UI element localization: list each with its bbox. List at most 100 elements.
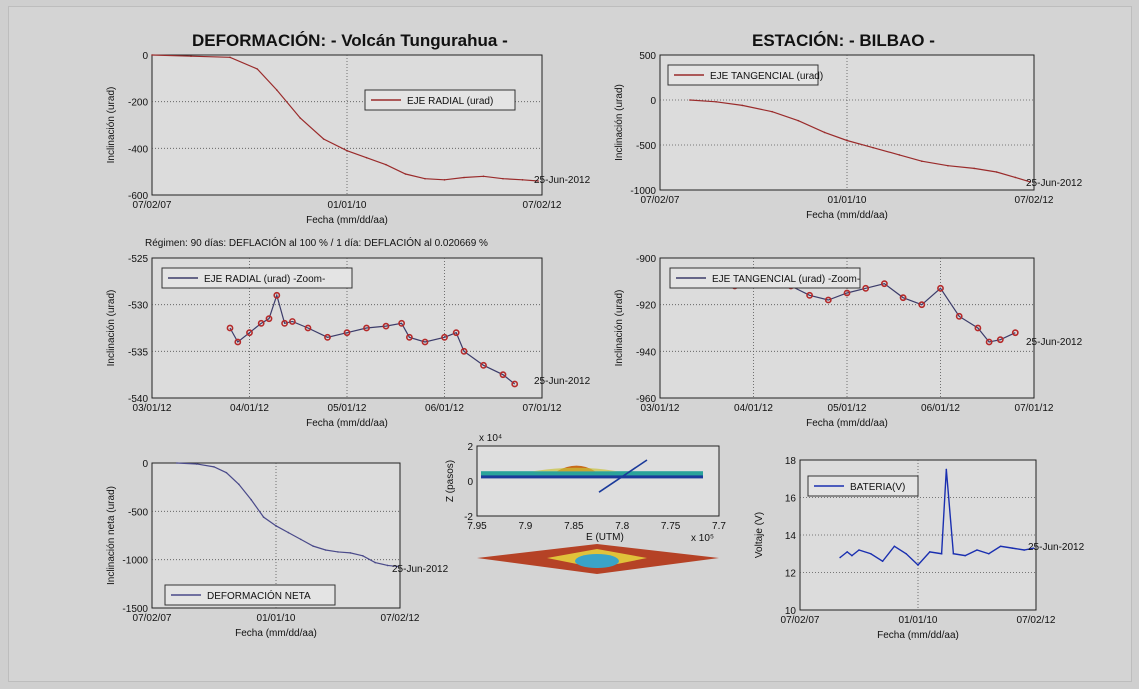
surface-band [481, 475, 703, 479]
series-line [151, 54, 539, 182]
y-tick-label: 10 [785, 606, 797, 617]
data-point [312, 545, 315, 547]
data-point [918, 301, 926, 309]
x-tick-label: 7.95 [467, 521, 487, 532]
legend-box [164, 584, 336, 606]
x-tick-label: 06/01/12 [921, 403, 960, 414]
data-point [287, 531, 290, 534]
y-tick-label: -1500 [122, 604, 148, 615]
end-date-label: 25-Jun-2012 [1026, 337, 1083, 348]
y-tick-label: 0 [142, 51, 148, 62]
data-point [322, 138, 325, 140]
data-point [843, 289, 851, 297]
y-axis-label: Inclinación (urad) [614, 290, 625, 367]
data-point [985, 338, 993, 346]
legend-label: EJE RADIAL (urad) [407, 96, 493, 107]
y-tick-label: -1000 [122, 556, 148, 567]
data-point [281, 319, 288, 327]
data-point [424, 177, 426, 180]
profile-line [598, 459, 648, 493]
x-tick-label: 7.8 [615, 521, 629, 532]
data-point [973, 167, 975, 170]
x-tick-label: 07/02/12 [523, 200, 562, 211]
data-point [921, 160, 923, 162]
data-point [404, 173, 407, 175]
y-tick-label: -1000 [630, 186, 656, 197]
data-point [229, 56, 231, 59]
x-tick-label: 01/01/10 [328, 200, 367, 211]
data-point [881, 280, 888, 288]
end-date-label: 25-Jun-2012 [534, 376, 591, 387]
x-axis-label: Fecha (mm/dd/aa) [877, 630, 959, 641]
y-tick-label: 0 [650, 96, 656, 107]
y-axis-label: Inclinación (urad) [106, 87, 117, 164]
end-date-label: 25-Jun-2012 [1028, 542, 1085, 553]
data-point [443, 179, 446, 181]
y-tick-label: -500 [128, 507, 148, 518]
x-axis-label: Fecha (mm/dd/aa) [235, 628, 317, 639]
data-point [460, 347, 468, 355]
title-left: DEFORMACIÓN: - Volcán Tungurahua - [192, 31, 508, 50]
data-point [300, 538, 302, 541]
x-tick-label: 07/02/07 [641, 195, 680, 206]
legend-label: DEFORMACIÓN NETA [207, 589, 311, 602]
data-point [441, 333, 448, 341]
x-tick-label: 7.75 [661, 521, 681, 532]
data-point [226, 324, 234, 332]
x-axis-label: Fecha (mm/dd/aa) [306, 215, 388, 226]
data-point [741, 104, 744, 107]
data-point [257, 319, 265, 327]
x-tick-label: 05/01/12 [328, 403, 367, 414]
y-tick-label: -960 [636, 394, 656, 405]
data-point [929, 551, 931, 553]
data-point [898, 154, 901, 156]
data-point [893, 545, 896, 548]
x-tick-label: 04/01/12 [230, 403, 269, 414]
data-point [870, 552, 872, 555]
data-point [988, 552, 990, 555]
y-axis-label: Inclinación neta (urad) [106, 486, 117, 585]
x-tick-label: 03/01/12 [133, 403, 172, 414]
data-point [234, 338, 242, 346]
y-tick-label: -200 [128, 98, 148, 109]
title-right: ESTACIÓN: - BILBAO - [752, 31, 935, 50]
x-tick-label: 07/02/07 [781, 615, 820, 626]
series-line [839, 469, 1034, 567]
data-point [398, 319, 405, 327]
x-axis-label: Fecha (mm/dd/aa) [806, 418, 888, 429]
data-point [1011, 329, 1019, 337]
legend-label: EJE RADIAL (urad) -Zoom- [204, 274, 325, 285]
data-point [365, 156, 368, 159]
data-point [265, 315, 273, 323]
data-point [349, 552, 352, 554]
data-point [1029, 181, 1032, 183]
y-tick-label: -600 [128, 191, 148, 202]
x-axis-label: E (UTM) [586, 532, 624, 543]
data-point [689, 99, 691, 101]
data-point [917, 564, 919, 566]
data-point [225, 471, 228, 474]
z-exponent-label: x 10⁴ [479, 433, 502, 444]
data-point [940, 552, 943, 555]
y-tick-label: 14 [785, 531, 797, 542]
end-date-label: 25-Jun-2012 [392, 564, 449, 575]
y-axis-label: Z (pasos) [445, 460, 456, 502]
x-tick-label: 07/02/07 [133, 200, 172, 211]
data-point [246, 329, 253, 337]
data-point [537, 180, 539, 182]
data-point [974, 324, 982, 332]
data-point [806, 291, 813, 299]
y-tick-label: -2 [464, 512, 473, 523]
data-point [771, 110, 773, 113]
plot-box [476, 445, 720, 517]
data-point [288, 318, 296, 325]
y-tick-label: -920 [636, 301, 656, 312]
chart-tangencial_zoom: 03/01/12 04/01/12 05/01/12 06/01/12 07/01/12… [614, 254, 1083, 429]
series-line [229, 293, 516, 385]
legend-label: EJE TANGENCIAL (urad) [710, 71, 823, 82]
x-tick-label: 07/02/12 [381, 613, 420, 624]
data-point [502, 177, 504, 180]
y-tick-label: 12 [785, 569, 797, 580]
y-tick-label: -900 [636, 254, 656, 265]
